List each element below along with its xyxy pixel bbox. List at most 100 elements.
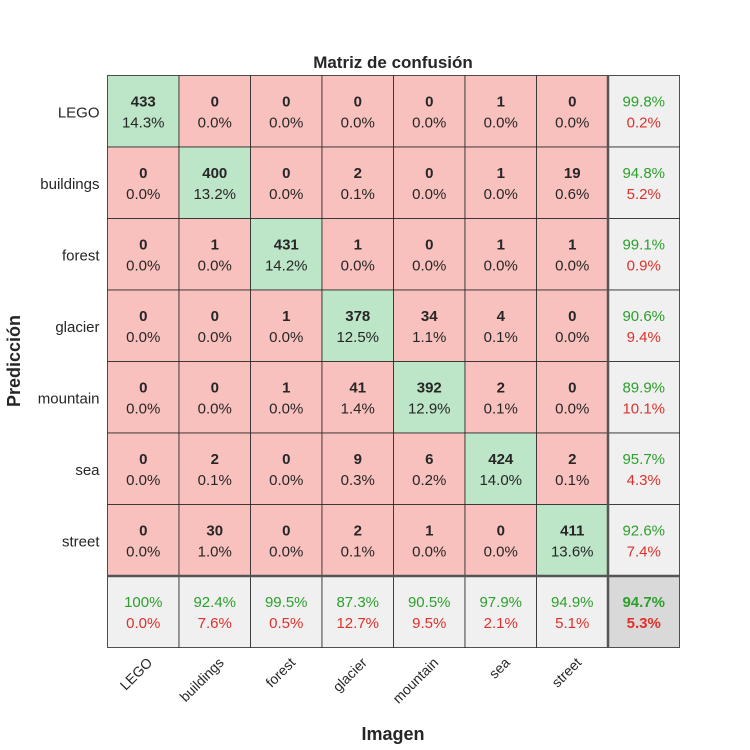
cell-percent: 14.3% (122, 115, 165, 132)
cell-count: 431 (274, 237, 299, 254)
cell-percent: 12.5% (336, 329, 379, 346)
cell-percent: 0.1% (198, 472, 232, 489)
cell-count: 0 (282, 523, 290, 540)
error-cell (250, 75, 323, 148)
cell-count: 1 (497, 94, 505, 111)
cell-percent: 0.0% (341, 258, 375, 275)
summary-error-rate: 4.3% (627, 472, 661, 489)
cell-count: 2 (497, 380, 505, 397)
summary-error-rate: 5.3% (627, 615, 661, 632)
cell-percent: 0.3% (341, 472, 375, 489)
error-cell (536, 218, 609, 291)
cell-count: 424 (488, 451, 514, 468)
cell-percent: 1.0% (198, 544, 232, 561)
cell-count: 19 (564, 165, 581, 182)
error-cell (321, 75, 394, 148)
row-summary-cell (607, 146, 680, 219)
cell-percent: 0.0% (126, 258, 160, 275)
summary-correct-rate: 99.1% (622, 237, 665, 254)
cell-count: 0 (211, 380, 219, 397)
cell-percent: 0.0% (126, 186, 160, 203)
cell-percent: 0.1% (484, 329, 518, 346)
cell-count: 0 (354, 94, 362, 111)
cell-percent: 1.4% (341, 401, 375, 418)
cell-percent: 0.2% (412, 472, 446, 489)
summary-error-rate: 2.1% (484, 615, 518, 632)
cell-percent: 0.0% (198, 329, 232, 346)
correct-cell (464, 432, 537, 505)
cell-count: 2 (211, 451, 219, 468)
cell-count: 1 (497, 237, 505, 254)
cell-count: 0 (282, 165, 290, 182)
y-tick-label: mountain (38, 390, 100, 407)
cell-count: 0 (139, 308, 147, 325)
error-cell (464, 504, 537, 577)
cell-percent: 0.0% (412, 186, 446, 203)
cell-percent: 1.1% (412, 329, 446, 346)
cell-percent: 0.0% (126, 329, 160, 346)
error-cell (536, 146, 609, 219)
cell-count: 400 (202, 165, 227, 182)
error-cell (250, 432, 323, 505)
matrix-cells: 43314.3%00.0%00.0%00.0%00.0%10.0%00.0%99… (107, 75, 680, 648)
column-summary-cell (464, 575, 537, 648)
error-cell (321, 432, 394, 505)
cell-percent: 0.1% (555, 472, 589, 489)
summary-correct-rate: 94.9% (551, 594, 594, 611)
chart-title: Matriz de confusión (313, 53, 473, 72)
cell-percent: 0.0% (198, 258, 232, 275)
error-cell (393, 432, 466, 505)
correct-cell (178, 146, 251, 219)
cell-percent: 0.0% (484, 544, 518, 561)
cell-count: 0 (425, 165, 433, 182)
cell-count: 9 (354, 451, 362, 468)
cell-percent: 0.0% (126, 472, 160, 489)
cell-percent: 0.0% (341, 115, 375, 132)
error-cell (250, 146, 323, 219)
correct-cell (107, 75, 180, 148)
summary-correct-rate: 100% (124, 594, 162, 611)
cell-count: 0 (211, 308, 219, 325)
summary-error-rate: 5.1% (555, 615, 589, 632)
summary-error-rate: 5.2% (627, 186, 661, 203)
cell-percent: 0.1% (341, 544, 375, 561)
error-cell (107, 146, 180, 219)
x-axis-label: Imagen (361, 724, 424, 744)
cell-percent: 0.0% (484, 115, 518, 132)
y-tick-label: sea (75, 462, 100, 479)
error-cell (464, 146, 537, 219)
x-tick-label: glacier (329, 654, 370, 695)
cell-count: 6 (425, 451, 433, 468)
summary-error-rate: 7.4% (627, 544, 661, 561)
error-cell (250, 504, 323, 577)
cell-count: 1 (211, 237, 219, 254)
cell-percent: 0.0% (555, 401, 589, 418)
cell-percent: 0.0% (269, 186, 303, 203)
cell-count: 30 (206, 523, 223, 540)
cell-count: 41 (349, 380, 366, 397)
cell-count: 0 (568, 308, 576, 325)
error-cell (464, 361, 537, 434)
cell-count: 1 (354, 237, 362, 254)
cell-percent: 13.2% (193, 186, 236, 203)
x-tick-label: mountain (389, 654, 441, 706)
cell-count: 0 (425, 237, 433, 254)
error-cell (250, 289, 323, 362)
cell-percent: 0.0% (198, 401, 232, 418)
cell-percent: 0.0% (555, 258, 589, 275)
summary-correct-rate: 97.9% (479, 594, 522, 611)
summary-error-rate: 9.5% (412, 615, 446, 632)
summary-correct-rate: 90.6% (622, 308, 665, 325)
error-cell (536, 432, 609, 505)
summary-correct-rate: 92.6% (622, 523, 665, 540)
y-tick-label: forest (62, 247, 100, 264)
error-cell (393, 289, 466, 362)
column-summary-cell (178, 575, 251, 648)
cell-count: 1 (282, 380, 290, 397)
error-cell (393, 504, 466, 577)
row-summary-cell (607, 504, 680, 577)
x-tick-label: buildings (176, 654, 226, 704)
summary-correct-rate: 95.7% (622, 451, 665, 468)
cell-count: 0 (282, 451, 290, 468)
y-tick-label: street (62, 533, 100, 550)
